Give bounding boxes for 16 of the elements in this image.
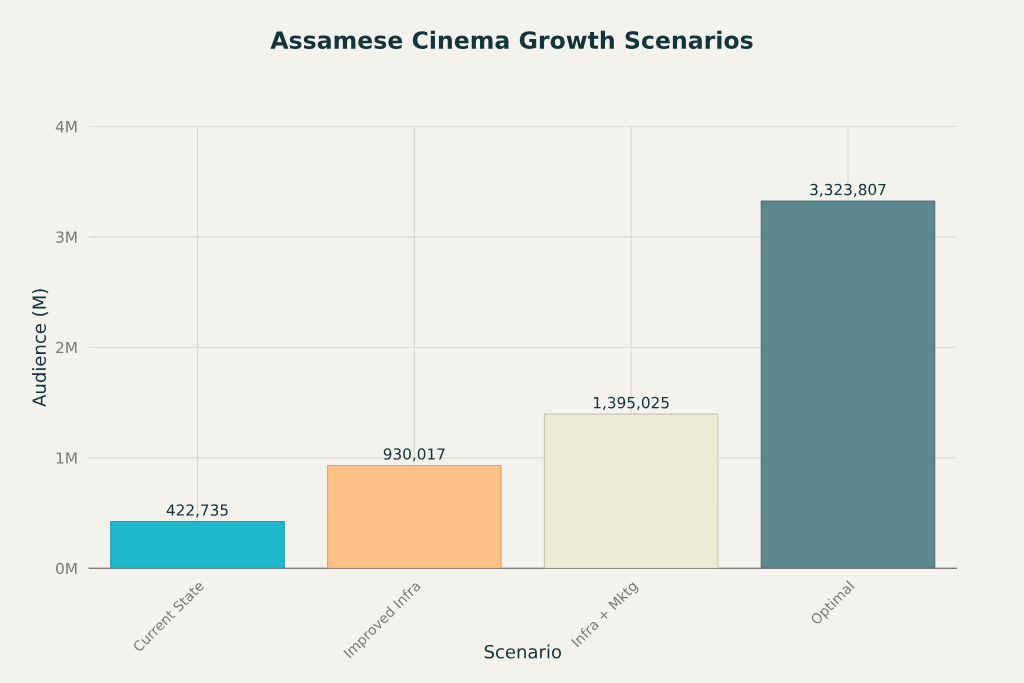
bar <box>327 464 502 569</box>
x-axis-title: Scenario <box>484 644 562 659</box>
y-tick-label: 4M <box>55 121 77 133</box>
bar <box>110 520 285 569</box>
y-tick-label: 2M <box>56 341 77 354</box>
chart-title: Assamese Cinema Growth Scenarios <box>270 30 753 50</box>
data-label: 3,323,807 <box>810 183 886 197</box>
y-axis-title: Audience (M) <box>32 289 49 407</box>
y-tick-label: 0M <box>56 562 77 575</box>
data-label: 422,735 <box>166 504 228 518</box>
bar <box>760 200 936 569</box>
y-tick-label: 3M <box>56 231 77 243</box>
bar <box>543 413 719 569</box>
data-label: 1,395,025 <box>593 396 669 410</box>
y-tick-label: 1M <box>56 452 77 464</box>
data-label: 930,017 <box>383 448 445 462</box>
